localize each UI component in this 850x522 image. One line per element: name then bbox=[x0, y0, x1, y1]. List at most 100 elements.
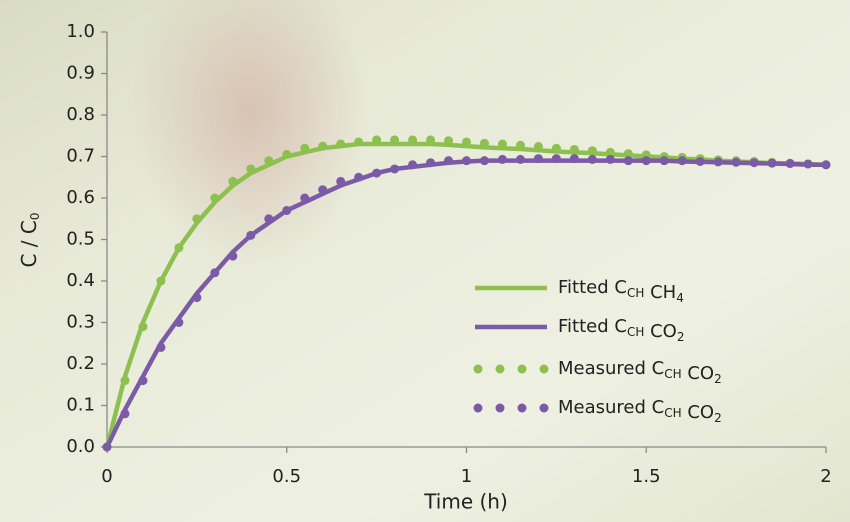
data-point bbox=[192, 293, 201, 302]
text-part: CO bbox=[644, 321, 676, 342]
data-point bbox=[156, 343, 165, 352]
subscript: 2 bbox=[714, 411, 722, 425]
data-point bbox=[408, 160, 417, 169]
data-point bbox=[336, 177, 345, 186]
data-point bbox=[264, 214, 273, 223]
data-point bbox=[750, 158, 759, 167]
data-point bbox=[426, 158, 435, 167]
data-point bbox=[246, 164, 255, 173]
data-point bbox=[570, 154, 579, 163]
data-point bbox=[318, 185, 327, 194]
data-point bbox=[516, 155, 525, 164]
data-point bbox=[624, 156, 633, 165]
subscript: CH bbox=[664, 367, 681, 381]
data-point bbox=[282, 206, 291, 215]
data-point bbox=[354, 173, 363, 182]
subscript: 0 bbox=[28, 212, 42, 220]
x-tick-label: 0.5 bbox=[272, 466, 301, 487]
y-tick-label: 0.3 bbox=[66, 312, 95, 333]
subscript: CH bbox=[664, 406, 681, 420]
text-part: CO bbox=[682, 402, 714, 423]
y-tick-label: 0.1 bbox=[66, 395, 95, 416]
x-tick-label: 1 bbox=[461, 466, 472, 487]
y-tick-label: 0.0 bbox=[66, 436, 95, 457]
data-point bbox=[174, 243, 183, 252]
data-point bbox=[642, 156, 651, 165]
y-tick-label: 1.0 bbox=[66, 21, 95, 42]
data-point bbox=[390, 164, 399, 173]
data-point bbox=[804, 159, 813, 168]
y-tick-label: 0.5 bbox=[66, 229, 95, 250]
y-tick-label: 0.6 bbox=[66, 187, 95, 208]
data-point bbox=[120, 376, 129, 385]
data-point bbox=[192, 214, 201, 223]
data-point bbox=[228, 252, 237, 261]
x-axis-label: Time (h) bbox=[423, 490, 508, 514]
data-point bbox=[228, 177, 237, 186]
text-part: Fitted C bbox=[558, 277, 627, 298]
data-point bbox=[103, 443, 112, 452]
data-point bbox=[606, 155, 615, 164]
data-point bbox=[210, 268, 219, 277]
data-point bbox=[480, 156, 489, 165]
subscript: CH bbox=[627, 325, 644, 339]
text-part: Measured C bbox=[558, 397, 664, 418]
y-tick-label: 0.9 bbox=[66, 63, 95, 84]
x-tick-label: 0 bbox=[101, 466, 112, 487]
text-part: CH bbox=[644, 282, 676, 303]
data-point bbox=[714, 157, 723, 166]
data-point bbox=[372, 169, 381, 178]
background bbox=[0, 0, 850, 522]
data-point bbox=[480, 139, 489, 148]
text-part: CO bbox=[682, 363, 714, 384]
data-point bbox=[462, 156, 471, 165]
data-point bbox=[300, 144, 309, 153]
data-point bbox=[426, 135, 435, 144]
text-part: Measured C bbox=[558, 358, 664, 379]
legend-swatch bbox=[540, 404, 549, 413]
data-point bbox=[246, 231, 255, 240]
page: Time (h) C / C0 0.00.10.20.30.40.50.60.7… bbox=[0, 0, 850, 522]
data-point bbox=[354, 137, 363, 146]
y-axis-label: C / C0 bbox=[17, 212, 42, 267]
data-point bbox=[588, 146, 597, 155]
subscript: CH bbox=[627, 286, 644, 300]
data-point bbox=[822, 160, 831, 169]
legend-swatch bbox=[496, 404, 505, 413]
y-tick-label: 0.7 bbox=[66, 146, 95, 167]
data-point bbox=[390, 135, 399, 144]
legend-swatch bbox=[518, 404, 527, 413]
data-point bbox=[660, 156, 669, 165]
data-point bbox=[336, 140, 345, 149]
legend-swatch bbox=[518, 365, 527, 374]
data-point bbox=[210, 194, 219, 203]
data-point bbox=[120, 409, 129, 418]
chart: Time (h) C / C0 0.00.10.20.30.40.50.60.7… bbox=[0, 0, 850, 522]
data-point bbox=[552, 144, 561, 153]
text-part: Fitted C bbox=[558, 316, 627, 337]
x-tick-label: 2 bbox=[820, 466, 831, 487]
data-point bbox=[570, 145, 579, 154]
data-point bbox=[138, 322, 147, 331]
data-point bbox=[444, 136, 453, 145]
legend-swatch bbox=[496, 365, 505, 374]
data-point bbox=[786, 159, 795, 168]
data-point bbox=[534, 154, 543, 163]
data-point bbox=[552, 154, 561, 163]
legend-swatch bbox=[474, 365, 483, 374]
x-tick-label: 1.5 bbox=[632, 466, 661, 487]
text-part: C / C bbox=[17, 220, 41, 267]
data-point bbox=[678, 156, 687, 165]
subscript: 4 bbox=[676, 291, 684, 305]
data-point bbox=[768, 159, 777, 168]
data-point bbox=[282, 150, 291, 159]
data-point bbox=[696, 157, 705, 166]
y-tick-label: 0.8 bbox=[66, 104, 95, 125]
data-point bbox=[138, 376, 147, 385]
data-point bbox=[174, 318, 183, 327]
y-tick-label: 0.4 bbox=[66, 270, 95, 291]
data-point bbox=[498, 140, 507, 149]
data-point bbox=[444, 156, 453, 165]
subscript: 2 bbox=[677, 330, 685, 344]
data-point bbox=[534, 142, 543, 151]
